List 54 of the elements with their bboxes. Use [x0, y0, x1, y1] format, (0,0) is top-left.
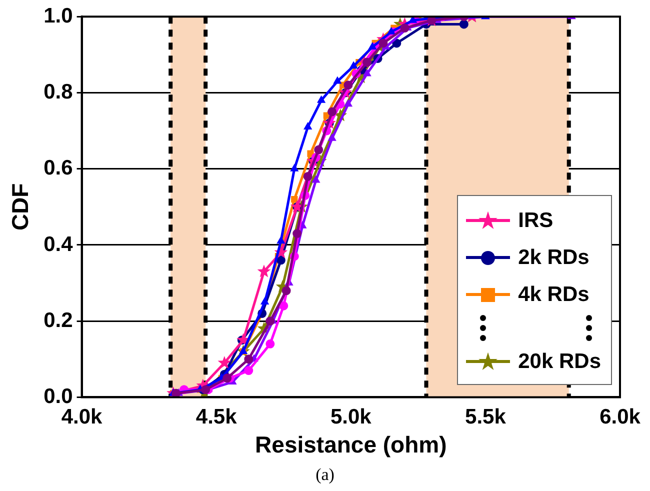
legend-label: 4k RDs	[518, 282, 590, 306]
text: (a)	[314, 465, 336, 485]
point	[260, 298, 269, 305]
point	[218, 356, 232, 369]
point	[378, 38, 388, 48]
point	[459, 20, 468, 29]
x-tick-label: 5.5k	[465, 406, 506, 429]
y-tick-label: 0.6	[44, 156, 73, 180]
point	[282, 286, 291, 296]
point	[408, 16, 417, 23]
point	[266, 339, 275, 348]
point	[362, 58, 372, 67]
point	[244, 366, 254, 376]
legend-label: IRS	[518, 208, 554, 232]
point	[304, 122, 312, 130]
point	[244, 354, 254, 364]
point	[201, 385, 210, 394]
x-tick-label: 4.5k	[196, 406, 238, 429]
point	[314, 145, 324, 154]
y-tick-label: 0.4	[44, 232, 74, 256]
point	[276, 236, 285, 244]
point	[333, 76, 342, 84]
legend-label: 2k RDs	[518, 246, 590, 270]
point	[363, 69, 372, 76]
point	[387, 27, 396, 34]
point	[328, 107, 337, 116]
point	[350, 62, 358, 69]
y-axis-title: CDF	[7, 183, 34, 231]
y-tick-label: 1.0	[44, 4, 73, 28]
point	[222, 374, 232, 383]
x-tick-label: 6.0k	[600, 406, 641, 429]
point	[400, 24, 410, 33]
x-tick-label: 4.0k	[61, 406, 103, 429]
point	[344, 100, 352, 107]
y-tick-label: 0.2	[44, 308, 73, 332]
point	[312, 176, 320, 183]
x-tick-label: 5.0k	[330, 406, 372, 429]
point	[317, 96, 326, 103]
legend-label: 20k RDs	[518, 350, 601, 374]
point	[276, 256, 286, 265]
point	[427, 16, 436, 25]
point	[344, 80, 353, 90]
y-tick-label: 0.8	[44, 80, 74, 104]
point	[290, 164, 298, 172]
point	[266, 316, 275, 326]
point	[328, 134, 336, 141]
point	[257, 264, 271, 278]
x-axis-title: Resistance (ohm)	[255, 432, 447, 458]
y-tick-label: 0.0	[44, 384, 73, 408]
point	[279, 301, 288, 310]
point	[368, 42, 376, 50]
point	[292, 229, 302, 238]
point	[291, 196, 298, 203]
point	[303, 172, 312, 181]
